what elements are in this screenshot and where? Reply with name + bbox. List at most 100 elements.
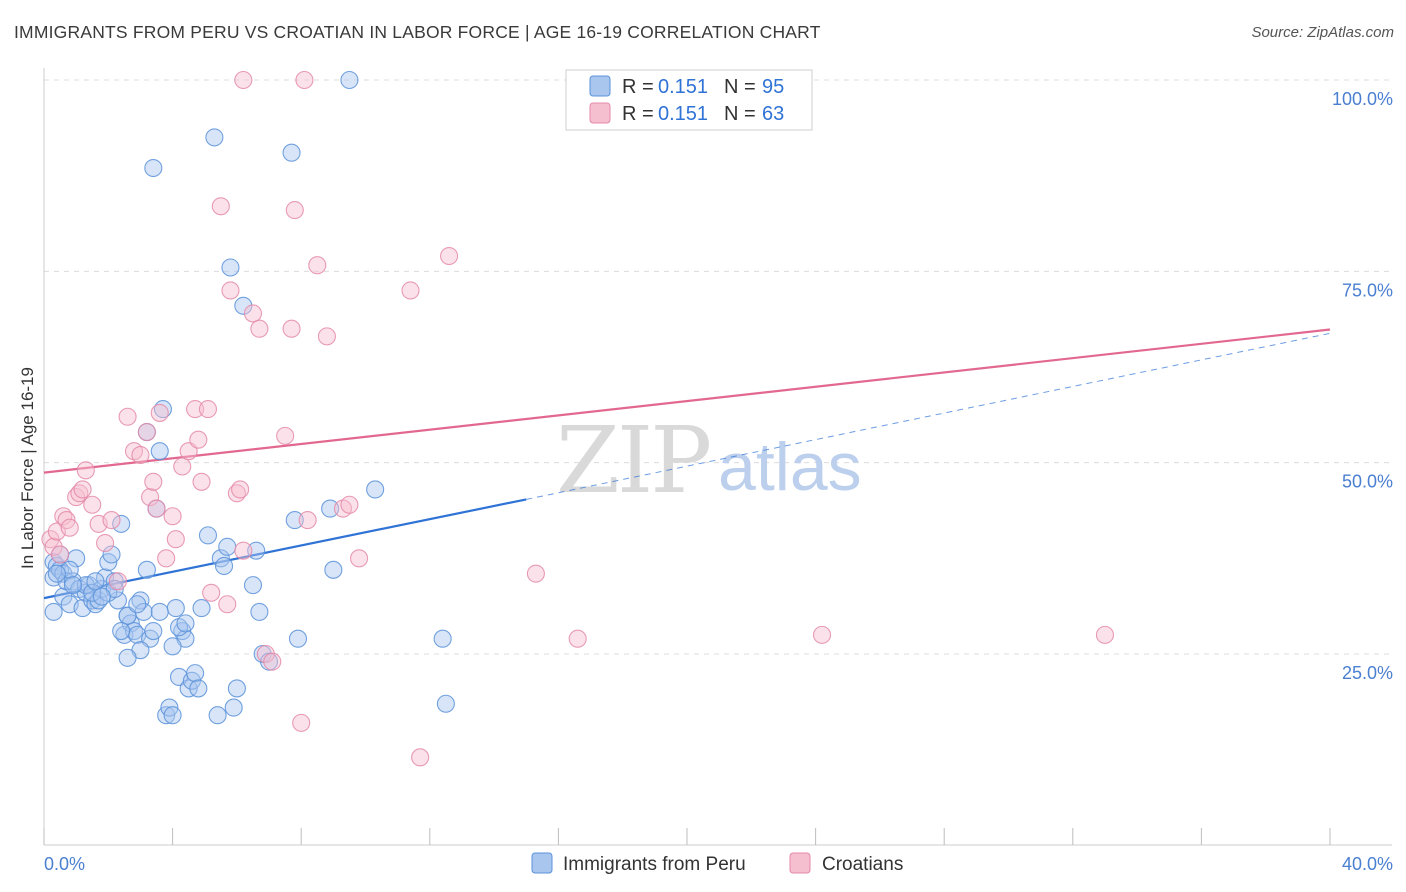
watermark: ZIP atlas [556,407,862,514]
croatians-point [231,480,250,499]
peru-point [137,560,156,579]
grid-lines [44,79,1392,655]
croatians-point [440,246,459,266]
source-label: Source: ZipAtlas.com [1251,24,1394,41]
croatians-trend-line [43,328,1331,474]
peru-point [285,511,304,530]
y-tick-labels: 25.0% 50.0% 75.0% 100.0% [1332,89,1393,683]
peru-point [198,526,218,545]
peru-point [112,621,131,641]
croatians-point [243,304,263,323]
croatians-point [256,644,275,664]
croatians-point [298,511,317,530]
bottom-legend-label-croatians: Croatians [822,854,903,875]
peru-point [102,545,121,564]
croatians-point [76,461,95,480]
legend-r-label-croatians: R = [622,103,654,125]
peru-point [192,599,211,618]
peru-point [166,599,185,618]
peru-point [150,442,169,461]
croatians-point [131,445,150,465]
peru-point [243,576,263,595]
peru-point [247,541,266,560]
croatians-point [202,583,221,602]
croatians-point [44,537,63,556]
croatians-point [150,403,169,422]
croatians-point [308,256,327,275]
peru-point [288,629,308,648]
legend-n-label-croatians: N = [724,103,756,125]
peru-point [76,576,95,595]
y-tick-label: 100.0% [1332,89,1393,109]
croatians-point [189,430,208,449]
peru-point [47,564,66,583]
peru-point [150,602,169,621]
croatians-point [568,629,587,648]
croatians-point [276,426,295,445]
croatians-point [250,319,269,338]
legend-n-value-croatians: 63 [762,103,784,125]
croatians-point [147,499,166,518]
croatians-point [263,652,282,671]
croatians-point [401,281,420,300]
watermark-zip: ZIP [556,407,709,514]
peru-point [224,698,243,717]
croatians-point [234,70,253,90]
peru-point [436,694,455,713]
trend-lines [43,328,1331,600]
bottom-legend-swatch-croatians [789,852,811,874]
peru-point [324,560,343,579]
legend-n-label-peru: N = [724,76,756,98]
croatians-point [96,533,115,553]
peru-point [144,621,163,641]
croatians-point [411,748,430,767]
peru-point [282,143,301,162]
croatians-point [350,549,369,568]
peru-point [214,556,234,576]
croatians-point [108,572,127,591]
croatians-point [192,472,211,491]
croatians-point [137,423,156,442]
peru-point [234,296,253,315]
peru-point [208,706,227,725]
croatians-point [144,472,163,491]
y-tick-label: 25.0% [1342,663,1393,683]
croatians-point [118,407,137,426]
chart-title: IMMIGRANTS FROM PERU VS CROATIAN IN LABO… [14,22,821,42]
x-tick-label-max: 40.0% [1342,854,1393,874]
croatians-point [221,281,240,300]
croatians-point [166,530,185,549]
peru-point [433,629,452,648]
peru-point [128,595,147,614]
croatians-point [102,511,121,530]
croatians-point [285,201,304,220]
peru-point [186,664,205,683]
legend-r-value-peru: 0.151 [658,76,708,98]
croatians-point [282,319,301,338]
peru-point [63,576,82,595]
croatians-point [163,507,182,526]
x-tick-label-min: 0.0% [44,854,85,874]
series-croatians-points [41,70,1114,767]
peru-point [83,583,102,602]
legend-r-label-peru: R = [622,76,654,98]
watermark-atlas: atlas [718,429,862,505]
peru-point [92,587,111,606]
croatians-point [198,400,218,419]
peru-point [221,258,240,277]
bottom-legend-swatch-peru [531,852,553,874]
croatians-point [812,625,832,644]
peru-point [112,514,131,533]
x-tick-labels: 0.0% 40.0% [44,854,1393,874]
peru-point [227,679,246,698]
y-tick-label: 50.0% [1342,472,1393,492]
croatians-point [83,495,102,514]
peru-point [176,614,195,633]
peru-point [86,572,105,591]
peru-point [163,637,182,656]
bottom-legend-label-peru: Immigrants from Peru [563,854,746,875]
croatians-point [211,197,230,216]
legend-box: R = 0.151 N = 95 R = 0.151 N = 63 [565,69,813,131]
y-tick-label: 75.0% [1342,280,1393,300]
peru-point [44,602,63,621]
